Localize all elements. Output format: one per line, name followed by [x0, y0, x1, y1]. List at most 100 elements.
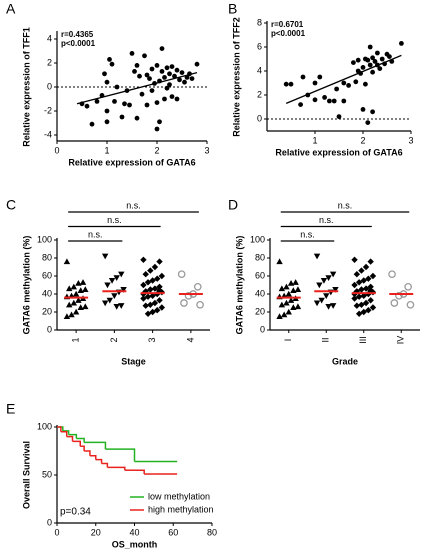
point — [127, 102, 132, 108]
point — [322, 95, 327, 100]
point — [107, 57, 112, 62]
point — [144, 72, 150, 78]
point — [142, 302, 149, 309]
survival-step — [130, 448, 136, 462]
x-axis-title: Relative expression of GATA6 — [275, 147, 402, 157]
point — [367, 283, 374, 290]
y-tick-label: -2 — [44, 105, 52, 115]
y-tick-label: 2 — [47, 57, 52, 67]
point — [156, 258, 163, 265]
survival-step — [76, 437, 85, 443]
point — [114, 84, 120, 90]
point — [134, 63, 140, 68]
point — [362, 263, 370, 271]
point — [332, 286, 339, 293]
point — [325, 275, 332, 281]
y-tick-label: 0 — [47, 81, 52, 91]
point — [151, 263, 159, 271]
survival-step — [60, 431, 68, 437]
point — [327, 98, 332, 104]
y-tick-label: 80 — [255, 252, 265, 262]
point — [329, 271, 337, 278]
significance-label: n.s. — [126, 200, 141, 210]
point — [320, 277, 328, 284]
point — [113, 275, 120, 281]
point — [283, 81, 289, 87]
point — [108, 277, 116, 284]
panel-label: D — [228, 197, 238, 213]
point — [360, 65, 366, 70]
survival-step — [101, 462, 109, 468]
y-tick-label: 6 — [257, 41, 262, 51]
point — [360, 292, 367, 299]
point — [365, 120, 371, 125]
point — [329, 303, 337, 309]
point — [367, 62, 373, 68]
point — [79, 279, 87, 285]
point — [144, 310, 152, 317]
point — [355, 293, 363, 300]
point — [196, 300, 204, 309]
point — [154, 307, 161, 314]
y-tick-label: 100 — [250, 234, 265, 244]
point — [70, 283, 78, 290]
x-tick-label: 0 — [54, 145, 59, 155]
point — [149, 292, 156, 299]
point — [102, 71, 107, 77]
point — [193, 282, 202, 291]
point — [283, 299, 290, 306]
point — [149, 66, 155, 72]
y-axis-title: Relative expression of TFF2 — [231, 17, 241, 137]
point — [370, 109, 375, 115]
point — [134, 115, 140, 121]
point — [353, 271, 361, 278]
x-tick-label: 2 — [109, 337, 119, 342]
legend-label: low methylation — [148, 491, 210, 501]
significance-label: n.s. — [300, 229, 315, 239]
point — [336, 114, 342, 119]
point — [362, 285, 370, 292]
point — [154, 126, 160, 132]
survival-step — [84, 441, 107, 450]
point — [106, 297, 113, 304]
survival-step — [134, 469, 145, 475]
point — [147, 76, 152, 81]
x-axis-title: OS_month — [112, 539, 158, 549]
y-tick-label: 0 — [47, 324, 52, 334]
point — [66, 301, 73, 308]
y-tick-label: -4 — [44, 129, 52, 139]
point — [189, 76, 195, 81]
point — [313, 253, 321, 260]
survival-step — [62, 430, 70, 435]
point — [167, 82, 172, 87]
point — [194, 61, 200, 67]
x-tick-label: 1 — [104, 145, 109, 155]
y-tick-label: 60 — [255, 270, 265, 280]
point — [104, 282, 111, 289]
point — [82, 303, 89, 310]
point — [290, 304, 297, 311]
y-tick-label: 8 — [257, 17, 262, 27]
point — [68, 311, 75, 318]
panel-label: E — [6, 401, 15, 417]
point — [75, 280, 82, 286]
survival-step — [107, 466, 126, 471]
point — [388, 270, 396, 279]
point — [151, 299, 159, 307]
y-tick-label: 0 — [47, 517, 52, 527]
x-tick-label: IV — [396, 336, 406, 345]
x-tick-label: 20 — [91, 527, 101, 537]
point — [300, 74, 306, 80]
point — [63, 313, 71, 320]
point — [317, 74, 323, 80]
point — [278, 285, 286, 292]
y-tick-label: 20 — [42, 306, 52, 316]
point — [104, 79, 110, 85]
panel-label: B — [228, 1, 237, 17]
point — [180, 299, 188, 307]
point — [142, 53, 147, 59]
point — [372, 59, 378, 64]
x-tick-label: 4 — [185, 337, 195, 342]
y-tick-label: 50 — [42, 469, 52, 479]
